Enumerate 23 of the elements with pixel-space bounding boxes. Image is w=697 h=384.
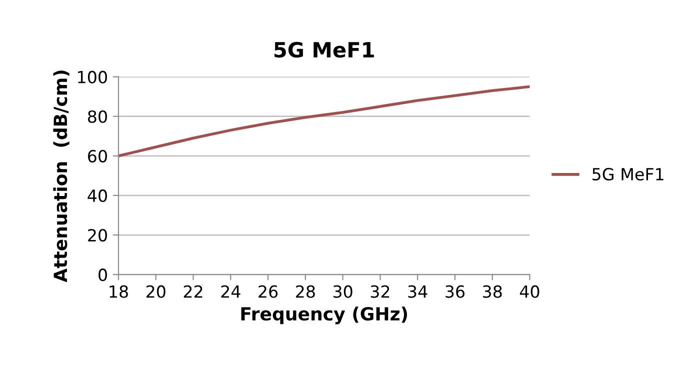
- y-tick-label: 0: [98, 268, 107, 282]
- x-axis-title: Frequency (GHz): [241, 306, 408, 324]
- x-tick-label: 24: [221, 285, 240, 298]
- x-tick-label: 36: [446, 285, 465, 298]
- y-tick-label: 20: [88, 228, 107, 242]
- x-tick-label: 20: [146, 285, 166, 298]
- chart-title: 5G MeF1: [274, 42, 374, 58]
- y-tick-label: 80: [88, 110, 107, 123]
- legend-label: 5G MeF1: [592, 168, 664, 181]
- x-tick-label: 38: [483, 285, 502, 298]
- y-axis-title: Attenuation (dB/cm): [53, 70, 70, 282]
- x-tick-label: 40: [520, 285, 540, 298]
- y-tick-label: 60: [88, 150, 107, 162]
- x-tick-label: 18: [110, 285, 128, 298]
- x-tick-label: 28: [296, 285, 315, 298]
- x-tick-label: 22: [184, 285, 202, 298]
- x-tick-label: 32: [370, 285, 390, 298]
- line-series: [118, 85, 530, 158]
- y-tick-label: 100: [78, 70, 107, 84]
- x-tick-label: 30: [333, 285, 352, 298]
- y-tick-label: 40: [88, 189, 107, 202]
- x-tick-label: 34: [408, 285, 428, 298]
- x-tick-label: 26: [258, 285, 278, 298]
